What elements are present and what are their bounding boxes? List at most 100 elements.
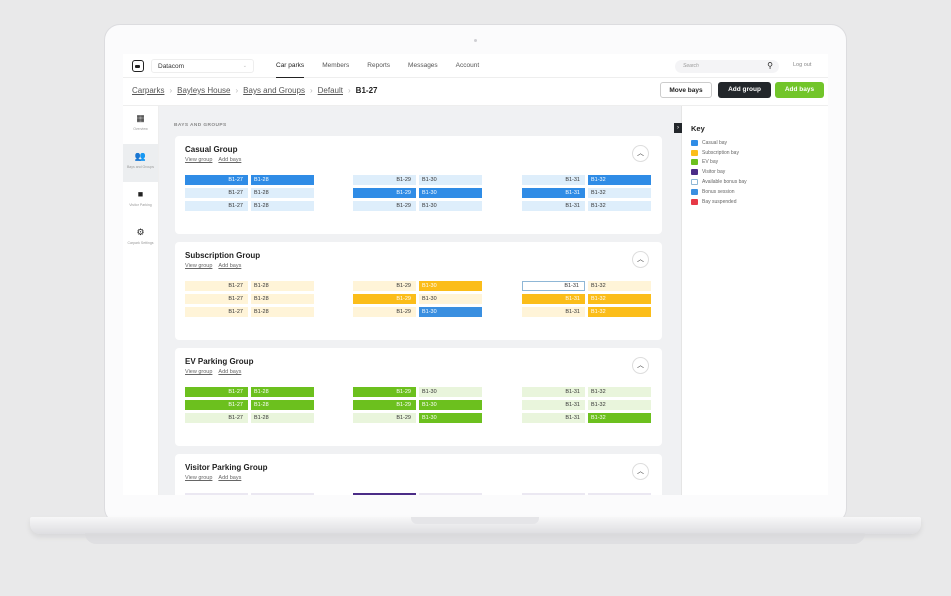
bay-cell[interactable]: B1-31 (522, 175, 585, 185)
bay-cell[interactable] (353, 493, 416, 495)
bay-cell[interactable]: B1-32 (588, 188, 651, 198)
bay-cell[interactable]: B1-29 (353, 307, 416, 317)
bay-cell[interactable]: B1-30 (419, 400, 482, 410)
collapse-chevron-up-icon[interactable]: ︿ (632, 357, 649, 374)
bay-cell[interactable]: B1-32 (588, 294, 651, 304)
breadcrumb-carparks[interactable]: Carparks (132, 86, 165, 95)
bay-cell[interactable] (588, 493, 651, 495)
bay-cell[interactable]: B1-32 (588, 201, 651, 211)
app-screen: Datacom ⌄ Car parks Members Reports Mess… (123, 54, 828, 495)
bay-cell[interactable]: B1-27 (185, 201, 248, 211)
bay-cell[interactable]: B1-28 (251, 400, 314, 410)
nav-reports[interactable]: Reports (367, 62, 391, 69)
bay-cell[interactable]: B1-29 (353, 413, 416, 423)
nav-messages[interactable]: Messages (408, 62, 438, 69)
collapse-chevron-up-icon[interactable]: ︿ (632, 463, 649, 480)
laptop-shadow (85, 533, 865, 544)
breadcrumb-separator: › (309, 86, 313, 95)
search-icon[interactable]: ⚲ (767, 61, 773, 70)
bay-cell[interactable]: B1-28 (251, 387, 314, 397)
bay-cell[interactable]: B1-32 (588, 387, 651, 397)
bay-cell[interactable]: B1-32 (588, 307, 651, 317)
bay-cell[interactable]: B1-30 (419, 387, 482, 397)
bay-cell[interactable]: B1-31 (522, 387, 585, 397)
bay-cell[interactable]: B1-27 (185, 175, 248, 185)
bay-cell[interactable]: B1-31 (522, 307, 585, 317)
add-bays-link[interactable]: Add bays (218, 263, 242, 269)
bay-cell[interactable]: B1-27 (185, 294, 248, 304)
collapse-key-icon[interactable]: › (674, 123, 682, 133)
bay-cell[interactable]: B1-28 (251, 281, 314, 291)
add-bays-button[interactable]: Add bays (775, 82, 824, 98)
bay-cell[interactable] (419, 493, 482, 495)
bay-cell[interactable]: B1-30 (419, 188, 482, 198)
bay-cell[interactable]: B1-31 (522, 413, 585, 423)
view-group-link[interactable]: View group (185, 157, 213, 163)
bay-cell[interactable]: B1-29 (353, 387, 416, 397)
bay-cell[interactable]: B1-30 (419, 307, 482, 317)
collapse-chevron-up-icon[interactable]: ︿ (632, 251, 649, 268)
view-group-link[interactable]: View group (185, 263, 213, 269)
bay-cell[interactable]: B1-29 (353, 294, 416, 304)
bay-cell[interactable] (185, 493, 248, 495)
bay-cell[interactable]: B1-28 (251, 294, 314, 304)
add-bays-link[interactable]: Add bays (218, 369, 242, 375)
nav-members[interactable]: Members (322, 62, 350, 69)
bay-cell[interactable]: B1-27 (185, 400, 248, 410)
bay-cell[interactable]: B1-30 (419, 413, 482, 423)
car-logo-icon[interactable] (132, 60, 144, 72)
bay-cell[interactable]: B1-32 (588, 400, 651, 410)
bay-cell[interactable]: B1-31 (522, 188, 585, 198)
breadcrumb-bayleys-house[interactable]: Bayleys House (177, 86, 231, 95)
bay-cell[interactable]: B1-31 (522, 201, 585, 211)
nav-account[interactable]: Account (455, 62, 480, 69)
nav-car-parks[interactable]: Car parks (276, 54, 305, 78)
bay-cell[interactable]: B1-29 (353, 281, 416, 291)
bay-cell[interactable] (251, 493, 314, 495)
bay-cell[interactable]: B1-32 (588, 175, 651, 185)
add-bays-link[interactable]: Add bays (218, 157, 242, 163)
sidebar-item-overview[interactable]: ▦ Overview (123, 106, 158, 144)
collapse-chevron-up-icon[interactable]: ︿ (632, 145, 649, 162)
breadcrumb-bays-and-groups[interactable]: Bays and Groups (243, 86, 305, 95)
sidebar-item-label: Carpark Settings (127, 240, 154, 245)
bay-cell[interactable]: B1-30 (419, 281, 482, 291)
sidebar-item-bays-and-groups[interactable]: 👥 Bays and Groups (123, 144, 158, 182)
sidebar-item-label: Bays and Groups (126, 164, 155, 169)
bay-cell[interactable]: B1-27 (185, 413, 248, 423)
bay-cell[interactable]: B1-27 (185, 387, 248, 397)
bay-cell[interactable]: B1-27 (185, 188, 248, 198)
bay-cell[interactable]: B1-29 (353, 400, 416, 410)
breadcrumb-default[interactable]: Default (317, 86, 343, 95)
bay-cell[interactable]: B1-29 (353, 175, 416, 185)
bay-cell[interactable]: B1-31 (522, 281, 585, 291)
bay-cell[interactable]: B1-27 (185, 307, 248, 317)
view-group-link[interactable]: View group (185, 475, 213, 481)
bay-cell[interactable]: B1-32 (588, 281, 651, 291)
bay-cell[interactable]: B1-28 (251, 413, 314, 423)
bay-cell[interactable]: B1-30 (419, 201, 482, 211)
bay-cell[interactable]: B1-32 (588, 413, 651, 423)
organisation-select[interactable]: Datacom ⌄ (151, 59, 254, 73)
add-group-button[interactable]: Add group (718, 82, 771, 98)
bay-cell[interactable]: B1-27 (185, 281, 248, 291)
bay-cell[interactable]: B1-30 (419, 175, 482, 185)
bay-cell[interactable]: B1-31 (522, 400, 585, 410)
search-input[interactable]: Search ⚲ (675, 60, 779, 73)
bay-cell[interactable]: B1-28 (251, 201, 314, 211)
add-bays-link[interactable]: Add bays (218, 475, 242, 481)
view-group-link[interactable]: View group (185, 369, 213, 375)
sidebar-item-carpark-settings[interactable]: ⚙ Carpark Settings (123, 220, 158, 258)
bay-cell[interactable]: B1-29 (353, 201, 416, 211)
move-bays-button[interactable]: Move bays (660, 82, 712, 98)
bay-cell[interactable]: B1-28 (251, 188, 314, 198)
bay-cell[interactable]: B1-30 (419, 294, 482, 304)
bay-cell[interactable] (522, 493, 585, 495)
bay-cell[interactable]: B1-28 (251, 175, 314, 185)
key-label: Bay suspended (702, 198, 737, 205)
bay-cell[interactable]: B1-31 (522, 294, 585, 304)
bay-cell[interactable]: B1-28 (251, 307, 314, 317)
bay-cell[interactable]: B1-29 (353, 188, 416, 198)
logout-link[interactable]: Log out (793, 62, 812, 68)
sidebar-item-visitor-parking[interactable]: ■ Visitor Parking (123, 182, 158, 220)
